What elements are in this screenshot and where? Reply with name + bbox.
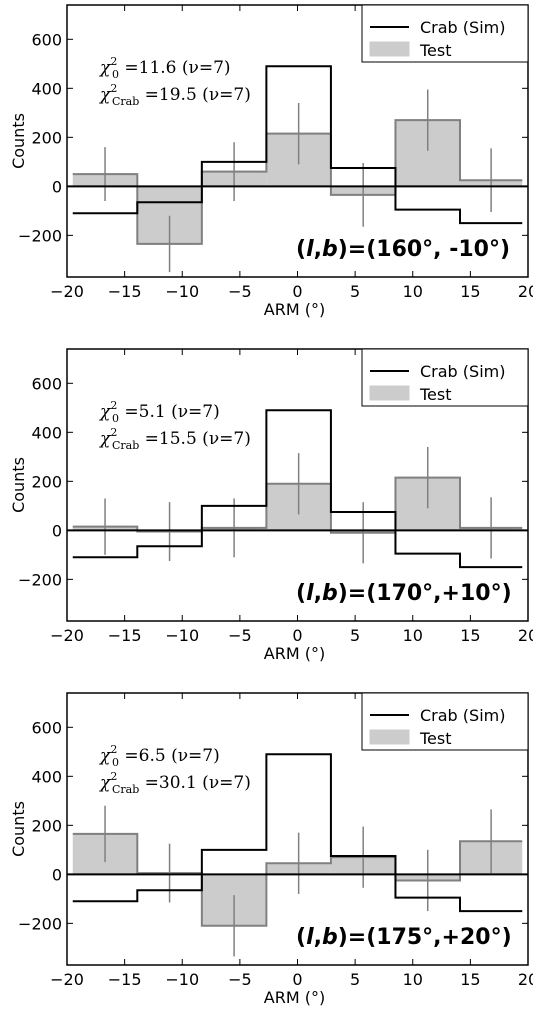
- x-tick-label: 15: [460, 626, 480, 645]
- x-tick-label: −10: [165, 626, 199, 645]
- crab-sim-line: [72, 65, 523, 225]
- x-tick-label: 0: [292, 282, 302, 301]
- legend-label-test: Test: [419, 729, 452, 748]
- x-tick-label: 5: [350, 970, 360, 989]
- legend-fill-swatch: [369, 385, 410, 401]
- x-axis-label: ARM (°): [264, 988, 325, 1007]
- legend-fill-swatch: [369, 41, 410, 57]
- x-tick-label: 20: [518, 970, 533, 989]
- y-tick-label: 0: [52, 521, 62, 540]
- legend-label-crab-sim: Crab (Sim): [420, 18, 505, 37]
- legend-label-crab-sim: Crab (Sim): [420, 362, 505, 381]
- x-tick-label: 5: [350, 282, 360, 301]
- x-tick-label: −20: [50, 626, 84, 645]
- legend: Crab (Sim) Test: [361, 348, 529, 407]
- chi-square-annotation: χ2 0 =5.1 (ν=7): [99, 399, 220, 425]
- chart-panel-3: −20 −15 −10 −5 0 5 10 15 20 −200 0 200 400 600 ARM (°)…: [9, 692, 533, 1007]
- x-tick-label: −15: [108, 970, 142, 989]
- y-tick-label: 0: [52, 177, 62, 196]
- legend: Crab (Sim) Test: [361, 4, 529, 63]
- legend-fill-swatch: [369, 729, 410, 745]
- chi-square-annotation: χ2 0 =6.5 (ν=7): [99, 743, 220, 769]
- y-tick-label: 600: [31, 30, 62, 49]
- x-tick-label: 10: [403, 282, 423, 301]
- legend-label-test: Test: [419, 41, 452, 60]
- galactic-coordinate-label: (l,b)=(170°,+10°): [296, 581, 512, 606]
- x-tick-label: −5: [228, 282, 252, 301]
- galactic-coordinate-label: (l,b)=(160°, -10°): [296, 237, 510, 262]
- chi-square-annotation: χ2 Crab =30.1 (ν=7): [99, 770, 251, 796]
- y-tick-label: 600: [31, 374, 62, 393]
- chi-square-annotation: χ2 Crab =19.5 (ν=7): [99, 82, 251, 108]
- x-tick-label: 10: [403, 970, 423, 989]
- x-axis-label: ARM (°): [264, 644, 325, 663]
- chart-panel-1: −20 −15 −10 −5 0 5 10 15 20 −200 0 200 400 600 ARM (°)…: [9, 4, 533, 319]
- galactic-coordinate-label: (l,b)=(175°,+20°): [296, 925, 512, 950]
- legend-box: [361, 692, 529, 751]
- chi-square-annotation: χ2 0 =11.6 (ν=7): [99, 55, 231, 81]
- y-tick-label: 600: [31, 718, 62, 737]
- y-tick-label: −200: [18, 914, 62, 933]
- legend-label-crab-sim: Crab (Sim): [420, 706, 505, 725]
- y-tick-label: 200: [31, 816, 62, 835]
- y-tick-label: 400: [31, 423, 62, 442]
- x-tick-label: 15: [460, 282, 480, 301]
- x-tick-label: −20: [50, 970, 84, 989]
- x-tick-label: 0: [292, 970, 302, 989]
- x-tick-label: 20: [518, 626, 533, 645]
- y-tick-label: −200: [18, 226, 62, 245]
- y-axis-label: Counts: [9, 457, 28, 513]
- x-tick-label: 5: [350, 626, 360, 645]
- x-tick-label: 15: [460, 970, 480, 989]
- y-axis-label: Counts: [9, 113, 28, 169]
- x-tick-label: 10: [403, 626, 423, 645]
- y-tick-label: 400: [31, 79, 62, 98]
- chart-panel-2: −20 −15 −10 −5 0 5 10 15 20 −200 0 200 400 600 ARM (°)…: [9, 348, 533, 663]
- x-tick-label: −15: [108, 282, 142, 301]
- y-tick-label: −200: [18, 570, 62, 589]
- x-tick-label: 0: [292, 626, 302, 645]
- x-tick-label: −10: [165, 970, 199, 989]
- x-tick-label: −5: [228, 970, 252, 989]
- x-tick-label: −15: [108, 626, 142, 645]
- crab-sim-line: [72, 753, 523, 913]
- x-tick-label: −5: [228, 626, 252, 645]
- y-tick-label: 0: [52, 865, 62, 884]
- x-tick-label: −10: [165, 282, 199, 301]
- chi-square-annotation: χ2 Crab =15.5 (ν=7): [99, 426, 251, 452]
- x-axis-label: ARM (°): [264, 300, 325, 319]
- crab-sim-line: [72, 409, 523, 569]
- y-tick-label: 400: [31, 767, 62, 786]
- x-tick-label: 20: [518, 282, 533, 301]
- legend-label-test: Test: [419, 385, 452, 404]
- y-axis-label: Counts: [9, 801, 28, 857]
- legend: Crab (Sim) Test: [361, 692, 529, 751]
- y-tick-label: 200: [31, 128, 62, 147]
- y-tick-label: 200: [31, 472, 62, 491]
- x-tick-label: −20: [50, 282, 84, 301]
